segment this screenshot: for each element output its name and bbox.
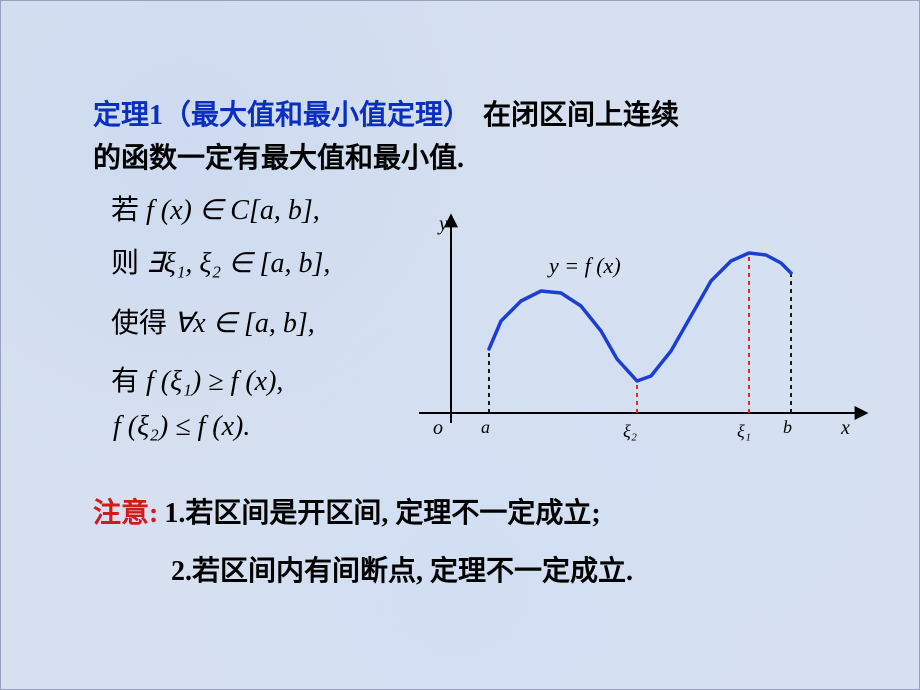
y-axis-label: y bbox=[439, 213, 448, 236]
a-label: a bbox=[481, 417, 490, 438]
note-1: 1.若区间是开区间, 定理不一定成立; bbox=[164, 498, 600, 529]
slide: 定理1（最大值和最小值定理） 在闭区间上连续 的函数一定有最大值和最小值. 若 … bbox=[0, 0, 920, 690]
origin-label: o bbox=[433, 417, 443, 440]
note-label: 注意: bbox=[93, 498, 158, 529]
note-line-1: 注意: 1.若区间是开区间, 定理不一定成立; bbox=[93, 491, 601, 531]
note-2: 2.若区间内有间断点, 定理不一定成立. bbox=[171, 549, 633, 589]
xi2-label: ξ₂ bbox=[623, 421, 637, 442]
curve bbox=[489, 253, 791, 381]
curve-label: y = f (x) bbox=[549, 253, 621, 279]
xi1-label: ξ₁ bbox=[737, 421, 751, 442]
x-axis-label: x bbox=[841, 417, 850, 440]
b-label: b bbox=[783, 417, 792, 438]
